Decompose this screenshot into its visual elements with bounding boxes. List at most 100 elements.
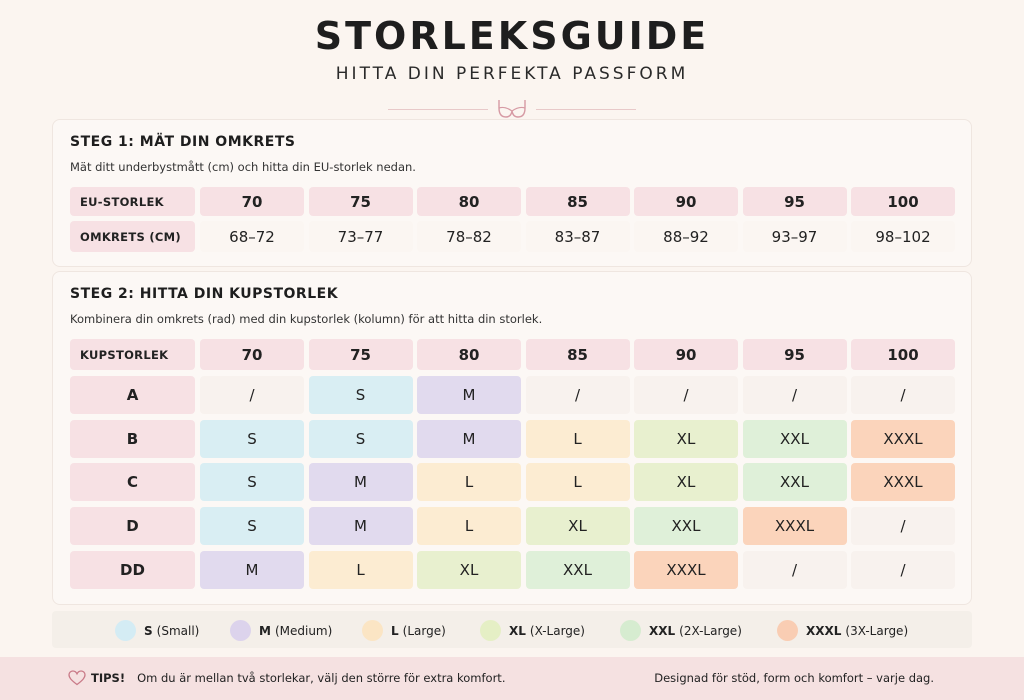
eu-size-70: 70	[200, 187, 304, 216]
cup-row-A: A	[70, 376, 195, 414]
measurement-cell: 73–77	[308, 221, 413, 252]
legend-item-xl: XL (X-Large)	[480, 620, 585, 641]
legend-item-l: L (Large)	[362, 620, 446, 641]
legend-code: S	[144, 623, 153, 638]
heart-icon	[68, 670, 86, 686]
legend-code: L	[391, 623, 399, 638]
size-cell: L	[417, 463, 521, 502]
cup-size-label: KUPSTORLEK	[70, 339, 195, 370]
step2-heading: STEG 2: HITTA DIN KUPSTORLEK	[70, 286, 339, 302]
legend-swatch	[777, 620, 798, 641]
eu-size-100: 100	[851, 187, 955, 216]
step1-heading: STEG 1: MÄT DIN OMKRETS	[70, 134, 296, 150]
column-header-75: 75	[308, 339, 413, 370]
legend-code: XL	[509, 623, 526, 638]
size-cell: /	[200, 376, 304, 414]
legend-item-m: M (Medium)	[230, 620, 332, 641]
tips: TIPS! Om du är mellan två storlekar, väl…	[68, 670, 505, 686]
footer-tagline: Designad för stöd, form och komfort – va…	[654, 671, 934, 685]
size-legend: S (Small) M (Medium) L (Large) XL (X-Large) XXL(…	[52, 611, 972, 648]
size-cell: XXXL	[851, 419, 955, 458]
size-cell: S	[200, 507, 304, 546]
column-header-85: 85	[525, 339, 630, 370]
legend-swatch	[620, 620, 641, 641]
measurement-cell: 88–92	[634, 221, 738, 252]
measurement-cell: 83–87	[525, 221, 630, 252]
step1-description: Mät ditt underbystmått (cm) och hitta di…	[70, 160, 416, 174]
size-cell: M	[200, 550, 304, 589]
size-cell: XXXL	[742, 507, 847, 546]
page-subtitle: HITTA DIN PERFEKTA PASSFORM	[335, 64, 689, 84]
legend-swatch	[362, 620, 383, 641]
size-cell: XXXL	[634, 550, 738, 589]
page-title: STORLEKSGUIDE	[314, 14, 710, 58]
eu-size-80: 80	[417, 187, 521, 216]
size-cell: /	[742, 550, 847, 589]
footer-bar: TIPS! Om du är mellan två storlekar, väl…	[0, 657, 1024, 700]
legend-swatch	[115, 620, 136, 641]
legend-code: M	[259, 623, 271, 638]
bra-icon	[498, 100, 526, 118]
size-cell: XL	[525, 507, 630, 546]
step2-card: STEG 2: HITTA DIN KUPSTORLEK Kombinera d…	[52, 271, 972, 605]
title-divider	[388, 96, 636, 122]
size-cell: M	[308, 463, 413, 502]
legend-swatch	[230, 620, 251, 641]
size-cell: M	[308, 507, 413, 546]
size-cell: XL	[634, 419, 738, 458]
column-header-90: 90	[634, 339, 738, 370]
legend-desc: (3X-Large)	[845, 623, 909, 638]
size-cell: XXL	[742, 463, 847, 502]
legend-desc: (2X-Large)	[679, 623, 742, 638]
eu-size-90: 90	[634, 187, 738, 216]
size-cell: M	[417, 376, 521, 414]
size-cell: L	[308, 550, 413, 589]
measurement-cell: 68–72	[200, 221, 304, 252]
divider-line-left	[388, 109, 488, 110]
legend-item-xxl: XXL (2X-Large)	[620, 620, 742, 641]
size-cell: XXL	[742, 419, 847, 458]
legend-desc: (Small)	[156, 623, 200, 638]
legend-desc: (Large)	[402, 623, 446, 638]
size-cell: S	[200, 419, 304, 458]
size-cell: L	[417, 507, 521, 546]
eu-size-95: 95	[742, 187, 847, 216]
cup-row-B: B	[70, 419, 195, 458]
size-cell: XXL	[525, 550, 630, 589]
cup-row-D: D	[70, 507, 195, 546]
column-header-70: 70	[200, 339, 304, 370]
size-cell: /	[851, 376, 955, 414]
measurement-cell: 98–102	[851, 221, 955, 252]
legend-code: XXXL	[806, 623, 842, 638]
size-cell: M	[417, 419, 521, 458]
size-cell: S	[308, 419, 413, 458]
size-cell: /	[525, 376, 630, 414]
column-header-95: 95	[742, 339, 847, 370]
measurement-cell: 78–82	[417, 221, 521, 252]
legend-swatch	[480, 620, 501, 641]
size-cell: /	[634, 376, 738, 414]
tips-label: TIPS!	[91, 671, 126, 685]
size-cell: XL	[634, 463, 738, 502]
size-cell: XXXL	[851, 463, 955, 502]
size-cell: XL	[417, 550, 521, 589]
size-cell: /	[851, 507, 955, 546]
eu-size-label: EU-STORLEK	[70, 187, 195, 216]
size-cell: S	[200, 463, 304, 502]
legend-code: XXL	[649, 623, 676, 638]
column-header-80: 80	[417, 339, 521, 370]
size-cell: L	[525, 419, 630, 458]
divider-line-right	[536, 109, 636, 110]
legend-item-xxxl: XXXL (3X-Large)	[777, 620, 908, 641]
measurement-cell: 93–97	[742, 221, 847, 252]
size-cell: L	[525, 463, 630, 502]
size-cell: S	[308, 376, 413, 414]
cup-row-C: C	[70, 463, 195, 502]
column-header-100: 100	[851, 339, 955, 370]
size-cell: XXL	[634, 507, 738, 546]
eu-size-75: 75	[308, 187, 413, 216]
size-cell: /	[742, 376, 847, 414]
legend-desc: (Medium)	[274, 623, 333, 638]
eu-size-85: 85	[525, 187, 630, 216]
step2-description: Kombinera din omkrets (rad) med din kups…	[70, 312, 543, 326]
